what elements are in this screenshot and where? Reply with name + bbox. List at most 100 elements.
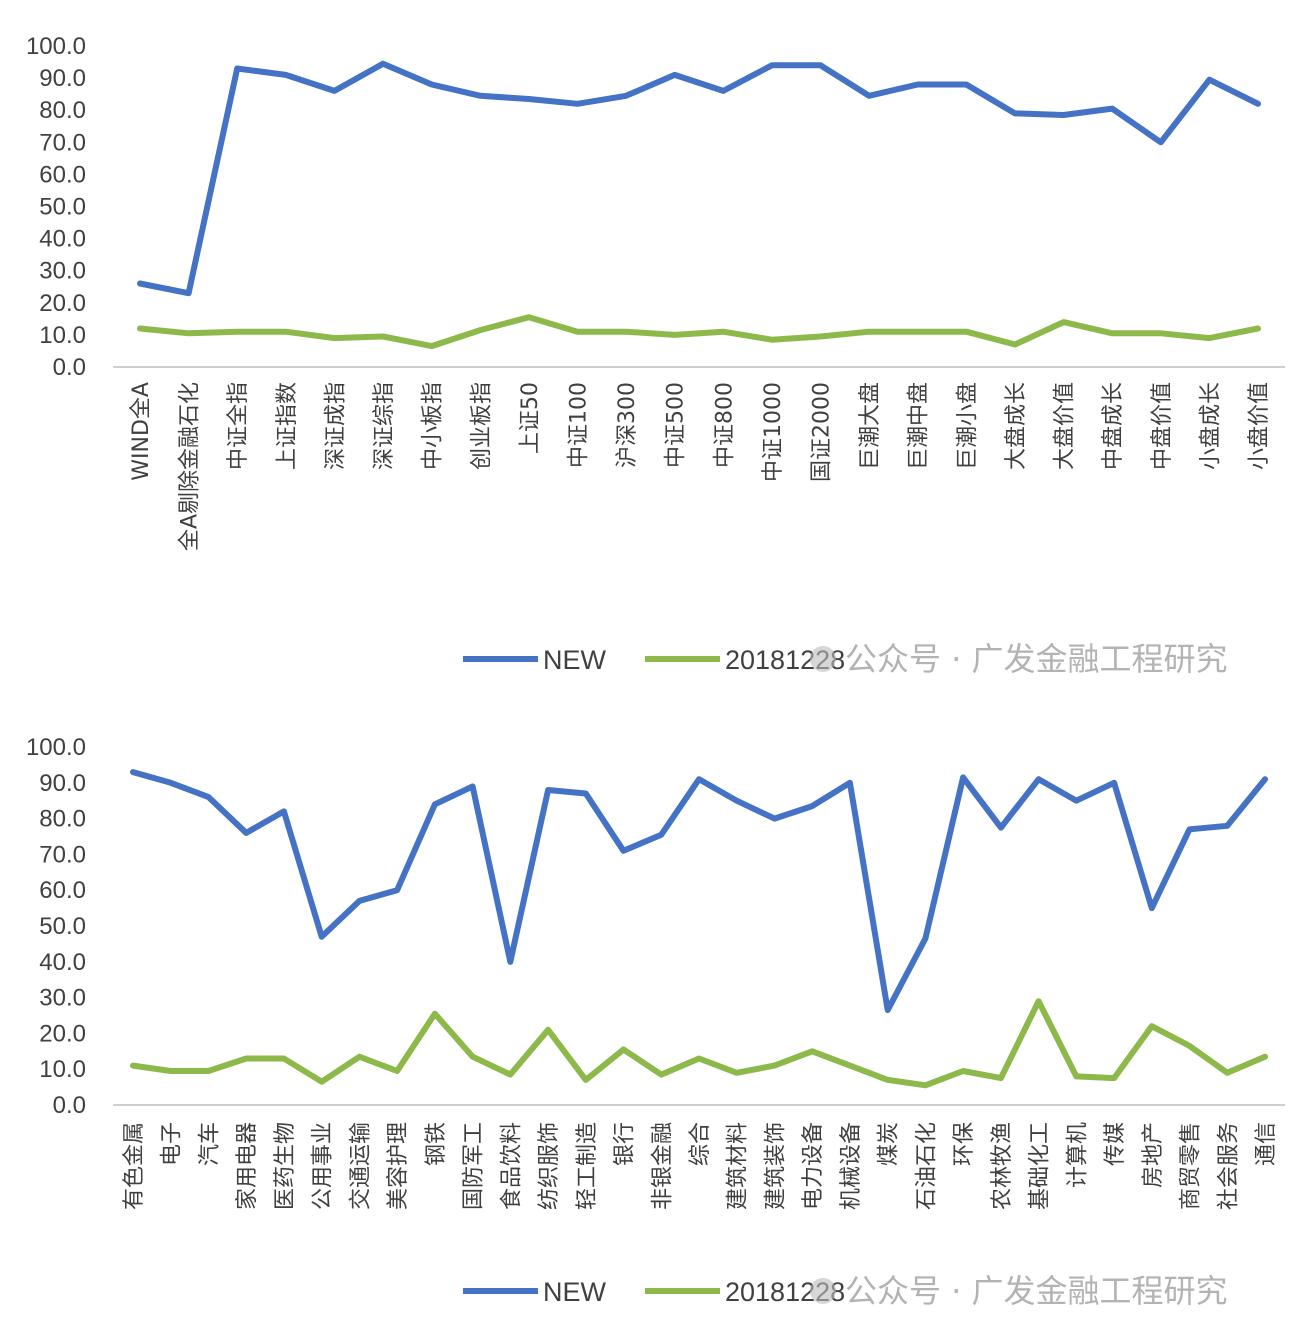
data-point — [170, 782, 172, 784]
data-point — [962, 1070, 964, 1072]
data-point — [771, 339, 773, 341]
y-tick-label: 10.0 — [39, 1056, 86, 1083]
y-tick-label: 50.0 — [39, 194, 86, 221]
data-point — [139, 328, 141, 329]
data-point — [431, 345, 433, 347]
x-tick-label: 中证全指 — [226, 382, 251, 470]
data-point — [1264, 778, 1266, 780]
x-tick-label: 电子 — [160, 1122, 185, 1166]
data-point — [1160, 141, 1162, 143]
data-point — [585, 793, 587, 794]
data-point — [208, 1070, 209, 1072]
x-tick-label: 基础化工 — [1028, 1122, 1053, 1210]
watermark-text: 公众号 · 广发金融工程研究 — [845, 640, 1228, 678]
x-tick-label: WIND全A — [129, 382, 154, 481]
x-tick-label: 国证2000 — [810, 382, 835, 482]
x-tick-label: 食品饮料 — [499, 1122, 524, 1210]
x-tick-label: 中小板指 — [421, 382, 446, 470]
data-point — [285, 331, 287, 333]
x-tick-label: 中证1000 — [761, 382, 786, 482]
data-point — [868, 331, 870, 333]
x-tick-label: 沪深300 — [615, 382, 640, 468]
index-line-chart-svg: 0.0 10.0 20.0 30.0 40.0 50.0 60.0 70.0 80.0 90.0 1… — [26, 33, 1285, 678]
data-point — [924, 1084, 926, 1086]
data-point — [132, 1065, 134, 1067]
y-tick-label: 30.0 — [39, 258, 86, 285]
data-point — [1063, 321, 1065, 323]
data-point — [722, 90, 724, 92]
y-tick-label: 100.0 — [26, 33, 86, 60]
data-point — [472, 785, 474, 787]
data-point — [434, 1013, 436, 1015]
data-point — [811, 805, 813, 807]
y-tick-label: 20.0 — [39, 1020, 86, 1047]
data-point — [1063, 114, 1065, 116]
data-point — [1111, 332, 1113, 334]
data-point — [849, 782, 851, 784]
data-point — [1075, 800, 1077, 802]
data-point — [585, 1079, 587, 1081]
data-point — [623, 1049, 624, 1050]
data-point — [820, 64, 821, 66]
data-point — [1000, 827, 1002, 829]
data-point — [736, 800, 738, 802]
x-tick-label: 小盘价值 — [1247, 382, 1272, 470]
x-tick-label: 交通运输 — [348, 1122, 373, 1210]
x-tick-label: 电力设备 — [801, 1122, 826, 1210]
x-tick-label: 石油石化 — [914, 1122, 939, 1210]
data-point — [321, 1081, 323, 1083]
data-point — [188, 332, 190, 334]
y-tick-label: 20.0 — [39, 290, 86, 317]
data-point — [1189, 1045, 1190, 1047]
x-tick-label: 深证成指 — [323, 382, 348, 470]
y-tick-label: 90.0 — [39, 770, 86, 797]
x-tick-label: 计算机 — [1065, 1122, 1090, 1188]
data-point — [965, 84, 967, 85]
data-point — [1113, 1077, 1115, 1079]
data-point — [528, 98, 530, 100]
x-tick-label: 农林牧渔 — [990, 1122, 1015, 1210]
x-tick-label: 传媒 — [1103, 1122, 1128, 1166]
series-line-NEW — [130, 769, 1268, 1014]
legend-label: NEW — [543, 645, 607, 675]
series-line-NEW — [137, 60, 1261, 297]
data-point — [1014, 344, 1016, 345]
x-tick-label: 小盘成长 — [1198, 382, 1223, 470]
data-point — [1014, 112, 1016, 114]
x-tick-label: 巨潮小盘 — [955, 382, 980, 470]
x-tick-label: 综合 — [688, 1122, 713, 1166]
data-point — [509, 1074, 511, 1076]
data-point — [1189, 828, 1190, 830]
data-point — [321, 936, 323, 938]
series-line-20181228 — [137, 314, 1261, 350]
x-tick-label: 中证800 — [712, 382, 737, 468]
data-point — [868, 95, 870, 97]
data-point — [625, 331, 627, 333]
data-point — [1257, 103, 1259, 105]
y-tick-label: 80.0 — [39, 97, 86, 124]
data-point — [132, 771, 134, 773]
x-tick-label: 巨潮大盘 — [858, 382, 883, 470]
series-line-20181228 — [130, 998, 1268, 1089]
data-point — [1151, 907, 1153, 909]
data-point — [528, 316, 530, 318]
x-tick-label: 巨潮中盘 — [907, 382, 932, 470]
data-point — [245, 1058, 247, 1059]
data-point — [396, 889, 398, 891]
data-point — [1208, 79, 1210, 81]
y-tick-label: 60.0 — [39, 877, 86, 904]
data-point — [924, 938, 926, 939]
data-point — [660, 834, 662, 836]
data-point — [1038, 778, 1040, 780]
data-point — [625, 95, 627, 97]
data-point — [1208, 337, 1210, 339]
data-point — [917, 84, 919, 85]
data-point — [245, 832, 247, 834]
y-tick-label: 40.0 — [39, 949, 86, 976]
x-tick-label: 大盘价值 — [1053, 382, 1078, 470]
y-tick-label: 100.0 — [26, 734, 86, 761]
data-point — [1000, 1077, 1002, 1079]
x-tick-label: 房地产 — [1141, 1122, 1166, 1188]
data-point — [472, 1056, 474, 1058]
data-point — [736, 1072, 738, 1074]
